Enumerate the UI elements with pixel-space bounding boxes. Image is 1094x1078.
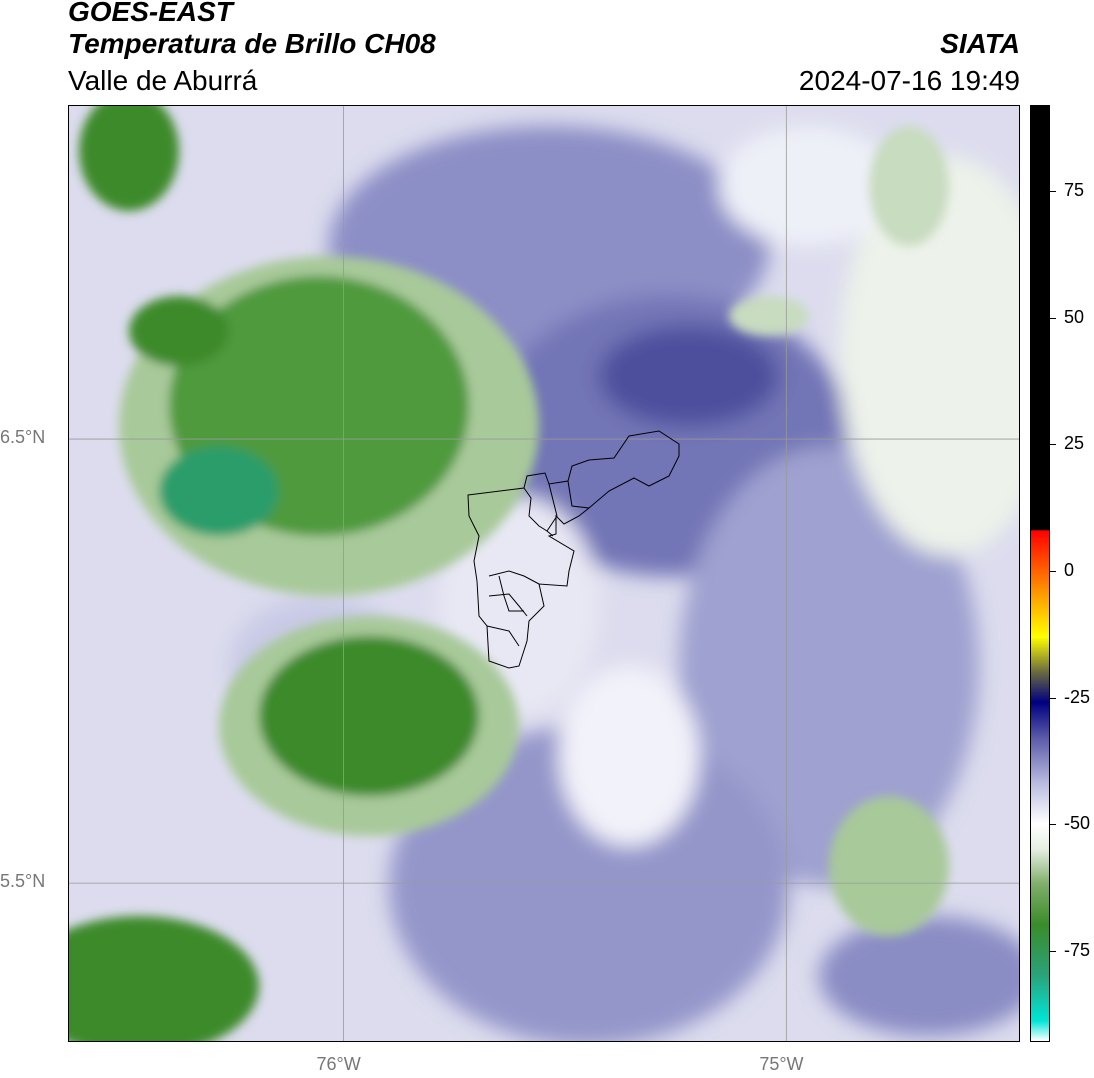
colorbar-tick-label: 25 [1064, 433, 1085, 454]
colorbar [1030, 105, 1050, 1042]
latitude-tick-label: 6.5°N [0, 427, 46, 448]
graticule [69, 106, 1019, 1041]
product-title: Temperatura de Brillo CH08 [68, 28, 436, 59]
map-canvas [69, 106, 1019, 1041]
colorbar-tick-label: -75 [1064, 939, 1091, 960]
colorbar-tick-label: 50 [1064, 306, 1085, 327]
brightness-temperature-map[interactable] [68, 105, 1020, 1042]
colorbar-tick-label: 0 [1064, 559, 1075, 580]
colorbar-tick-mark [1050, 697, 1056, 699]
colorbar-tick-mark [1050, 950, 1056, 952]
longitude-tick-label: 75°W [759, 1054, 804, 1074]
cold-cloud-layer [229, 126, 1019, 1041]
longitude-tick-label: 76°W [316, 1054, 361, 1074]
colorbar-tick-mark [1050, 570, 1056, 572]
satellite-title: GOES-EAST [68, 0, 233, 27]
brand-label: SIATA [940, 28, 1020, 59]
timestamp: 2024-07-16 19:49 [798, 65, 1020, 96]
green-layer [69, 106, 949, 1041]
colorbar-tick-label: -25 [1064, 686, 1091, 707]
colorbar-tick-mark [1050, 191, 1056, 193]
colorbar-tick-label: 75 [1064, 180, 1085, 201]
colorbar-tick-mark [1050, 444, 1056, 446]
colorbar-tick-mark [1050, 824, 1056, 826]
latitude-tick-label: 5.5°N [0, 871, 46, 892]
region-label: Valle de Aburrá [68, 65, 258, 96]
colorbar-tick-mark [1050, 317, 1056, 319]
municipal-boundaries [467, 430, 680, 669]
colorbar-tick-label: -50 [1064, 813, 1091, 834]
